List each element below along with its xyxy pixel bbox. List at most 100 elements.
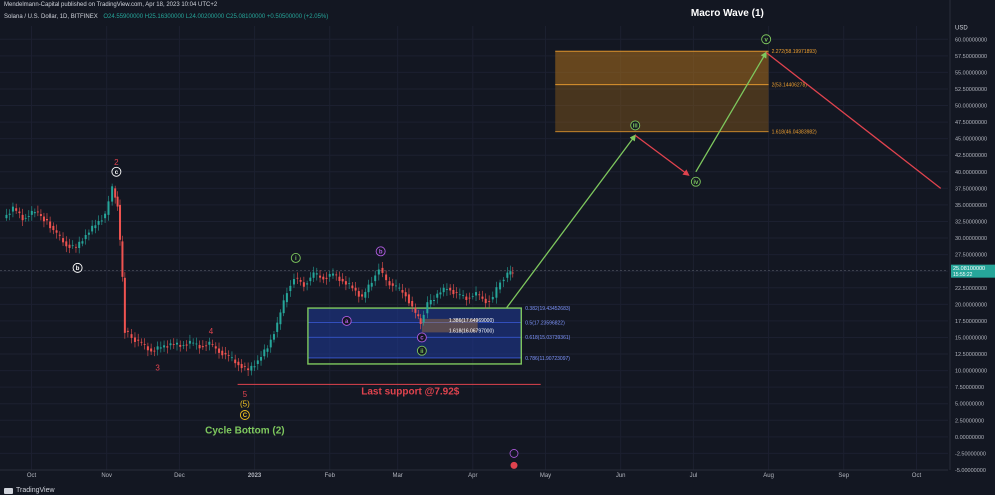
candle-body [395, 285, 398, 287]
y-tick-label: 2.50000000 [955, 418, 984, 424]
candles [5, 183, 514, 377]
candle-body [234, 359, 237, 364]
y-tick-label: 17.50000000 [955, 319, 987, 325]
wave-label-text: c [420, 336, 424, 342]
candle-body [107, 201, 110, 215]
candle-body [351, 285, 354, 289]
y-tick-label: 42.50000000 [955, 153, 987, 159]
candle-body [188, 340, 191, 344]
candle-body [312, 272, 315, 278]
y-tick-label: -5.00000000 [955, 468, 986, 474]
candle-body [143, 344, 146, 345]
symbol-ohlc-line: Solana / U.S. Dollar, 1D, BITFINEX O24.5… [4, 14, 328, 20]
candle-body [263, 349, 266, 357]
x-axis[interactable]: Oct Nov Dec 2023 Feb Mar Apr May Jun Jul Aug Sep Oct [27, 473, 922, 479]
candle-body [111, 186, 114, 202]
candle-body [224, 352, 227, 355]
orange-fib-zone [555, 51, 769, 132]
y-tick-label: 27.50000000 [955, 253, 987, 259]
candle-body [45, 219, 48, 221]
candle-body [221, 350, 224, 356]
candle-body [488, 301, 491, 302]
candle-body [302, 282, 305, 287]
candle-body [58, 234, 61, 236]
candle-body [18, 211, 21, 214]
candle-body [62, 238, 65, 243]
candle-body [429, 300, 432, 305]
candle-body [21, 214, 24, 221]
candle-body [296, 277, 299, 279]
candle-body [315, 273, 318, 275]
y-tick-label: 0.00000000 [955, 435, 984, 441]
candle-body [172, 344, 175, 345]
candle-body [15, 208, 18, 211]
candle-body [377, 269, 380, 275]
candle-body [266, 348, 269, 352]
candle-body [285, 293, 288, 303]
candle-body [24, 217, 27, 219]
wave-label-text: 2 [114, 158, 119, 167]
candle-body [33, 212, 36, 214]
candle-body [426, 302, 429, 314]
support-label: Last support @7.92$ [361, 386, 460, 397]
candle-body [140, 341, 143, 343]
candle-body [279, 312, 282, 325]
candle-body [198, 344, 201, 349]
candle-body [11, 206, 14, 212]
candle-body [91, 225, 94, 232]
wave-label-text: ii [420, 349, 424, 355]
x-tick-label: 2023 [248, 473, 262, 479]
y-tick-label: 22.50000000 [955, 286, 987, 292]
candle-body [8, 213, 11, 215]
ohlc-values: O24.55900000 H25.16300000 L24.00200000 C… [103, 14, 329, 20]
candle-body [432, 300, 435, 302]
wave-label-text: 3 [155, 363, 160, 372]
candle-body [404, 292, 407, 297]
wave-label-text: 5 [243, 390, 248, 399]
candle-body [195, 343, 198, 345]
y-axis[interactable]: USD -5.00000000 -2.50000000 0.00000000 2.500… [951, 25, 995, 474]
orange-fib-zone-top [555, 51, 769, 85]
candle-body [370, 282, 373, 287]
y-tick-label: 47.50000000 [955, 120, 987, 126]
candle-body [5, 214, 8, 219]
x-tick-label: Jun [616, 473, 626, 479]
candle-body [260, 356, 263, 361]
candle-body [185, 344, 188, 346]
x-tick-label: Mar [392, 473, 402, 479]
wave-label-circle [290, 252, 301, 263]
candle-body [354, 287, 357, 291]
y-tick-label: 32.50000000 [955, 219, 987, 225]
x-tick-label: Dec [174, 473, 185, 479]
x-tick-label: Sep [838, 473, 849, 479]
y-tick-label: 57.50000000 [955, 54, 987, 60]
candle-body [272, 334, 275, 340]
candle-body [182, 345, 185, 346]
candle-body [81, 241, 84, 244]
candle-body [116, 196, 119, 207]
x-tick-label: Oct [27, 473, 37, 479]
wave-label-text: iii [633, 124, 638, 130]
candle-body [322, 276, 325, 280]
wave-label-text: iv [693, 180, 699, 186]
candle-body [55, 230, 58, 233]
candle-body [388, 281, 391, 286]
projection-down-1 [634, 134, 690, 176]
candle-body [227, 355, 230, 356]
x-tick-label: Feb [325, 473, 336, 479]
candle-body [230, 357, 233, 359]
currency-label: USD [955, 25, 968, 31]
candle-body [71, 245, 74, 247]
candle-body [247, 368, 250, 371]
candle-body [240, 363, 243, 369]
candle-body [502, 279, 505, 282]
small-fib-box [421, 318, 478, 333]
y-tick-label: 15.00000000 [955, 335, 987, 341]
blue-fib-label: 0.5(17.23596822) [525, 321, 565, 327]
candle-body [97, 220, 100, 225]
candle-body [114, 188, 117, 198]
candle-body [325, 277, 328, 279]
candle-body [175, 342, 178, 345]
